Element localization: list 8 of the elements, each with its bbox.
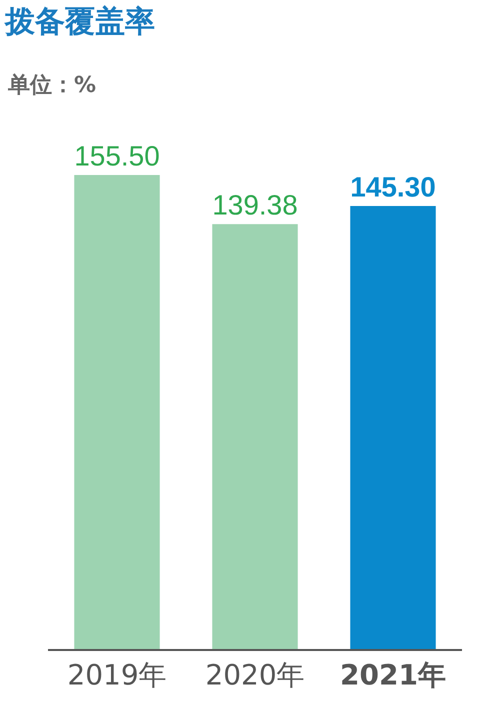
x-tick-label: 2020年 bbox=[205, 658, 305, 692]
x-tick-label: 2021年 bbox=[340, 658, 446, 692]
data-label: 155.50 bbox=[74, 140, 160, 172]
x-tick-label: 2019年 bbox=[67, 658, 167, 692]
data-label: 139.38 bbox=[212, 190, 298, 221]
chart-subtitle: 单位：% bbox=[7, 73, 96, 98]
chart-title: 拨备覆盖率 bbox=[4, 4, 155, 40]
data-label: 145.30 bbox=[350, 171, 436, 202]
